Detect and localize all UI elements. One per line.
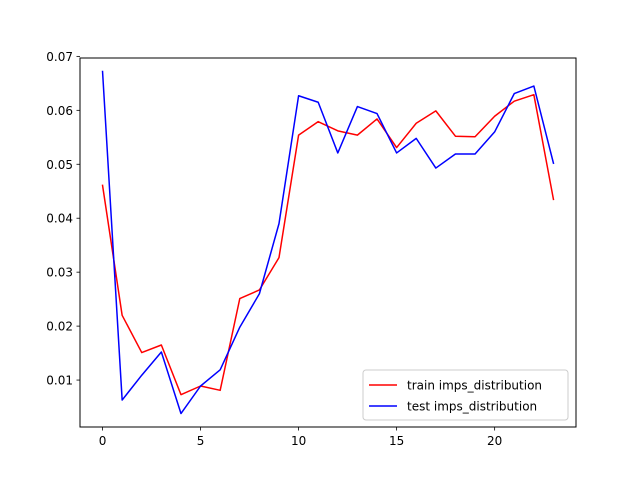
- x-tick-label: 0: [99, 434, 107, 448]
- y-tick-label: 0.05: [46, 158, 73, 172]
- y-tick-label: 0.07: [46, 50, 73, 64]
- legend-box: [362, 369, 569, 421]
- x-axis: 0 5 10 15 20: [99, 427, 502, 448]
- y-tick-label: 0.04: [46, 212, 73, 226]
- y-tick-label: 0.01: [46, 374, 73, 388]
- x-tick-label: 5: [197, 434, 205, 448]
- legend-label-1: test imps_distribution: [407, 400, 537, 414]
- x-tick-label: 20: [487, 434, 502, 448]
- series-line-1: [101, 70, 555, 415]
- x-tick-label: 15: [389, 434, 404, 448]
- y-axis: 0.01 0.02 0.03 0.04 0.05 0.06 0.07: [46, 50, 80, 388]
- plot-area: [80, 58, 576, 427]
- series-layer: [101, 70, 555, 415]
- y-tick-label: 0.03: [46, 266, 73, 280]
- plot-frame: [79, 57, 577, 428]
- y-tick-label: 0.06: [46, 104, 73, 118]
- y-tick-label: 0.02: [46, 320, 73, 334]
- legend-label-0: train imps_distribution: [407, 379, 542, 393]
- x-tick-label: 10: [291, 434, 306, 448]
